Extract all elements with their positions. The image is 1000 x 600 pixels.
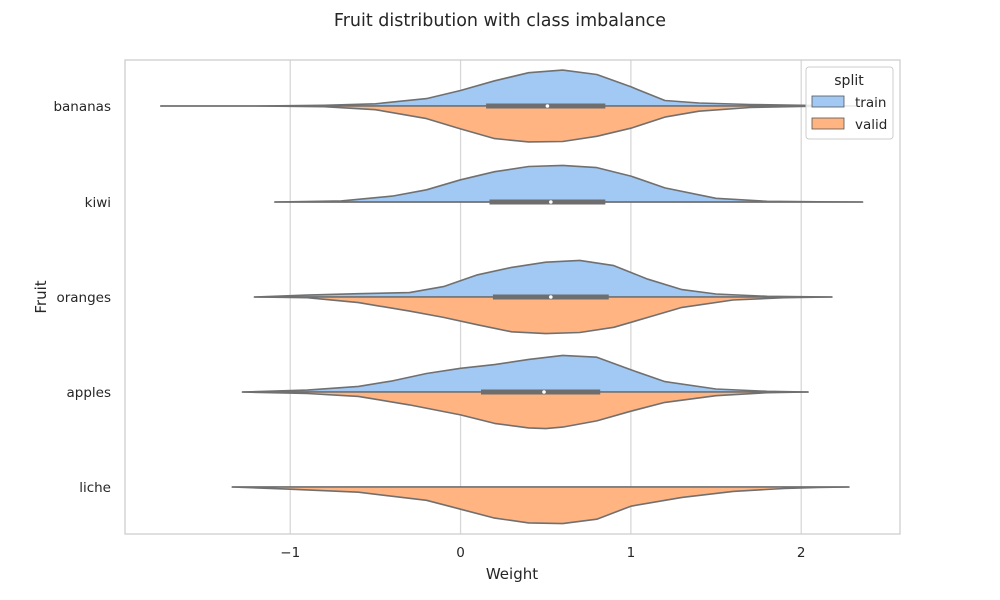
violin-valid-bananas	[160, 105, 837, 143]
y-tick-label-apples: apples	[66, 385, 111, 401]
legend-title: split	[834, 73, 864, 89]
inner-boxes	[480, 103, 609, 395]
legend: split train valid	[805, 66, 894, 140]
violins	[160, 69, 864, 525]
violin-train-bananas	[160, 69, 862, 107]
y-tick-label-oranges: oranges	[56, 290, 111, 306]
violin-valid-apples	[241, 391, 809, 430]
violin-valid-liche	[231, 486, 850, 525]
violin-train-apples	[241, 354, 809, 393]
y-tick-label-liche: liche	[79, 480, 111, 496]
median-dot-oranges	[549, 295, 553, 299]
y-tick-label-bananas: bananas	[53, 99, 111, 115]
x-tick-label: 2	[797, 545, 806, 561]
x-tick-label: 1	[627, 545, 636, 561]
tick-labels: −1 0 1 2 bananas kiwi oranges apples liche	[53, 99, 805, 561]
x-axis-label: Weight	[486, 565, 538, 583]
legend-label-valid: valid	[855, 117, 887, 133]
median-dot-apples	[542, 390, 546, 394]
median-dot-bananas	[545, 104, 550, 108]
plot-frame	[124, 59, 901, 535]
y-tick-label-kiwi: kiwi	[85, 195, 111, 211]
x-tick-label: −1	[280, 545, 300, 561]
legend-swatch-train	[811, 95, 845, 108]
violin-valid-oranges	[253, 296, 833, 335]
legend-swatch-valid	[811, 117, 845, 130]
median-dot-kiwi	[549, 200, 553, 204]
y-axis-label: Fruit	[32, 280, 50, 313]
x-tick-label: 0	[456, 545, 465, 561]
legend-label-train: train	[855, 95, 886, 111]
chart-title: Fruit distribution with class imbalance	[334, 11, 666, 31]
violin-train-oranges	[253, 259, 833, 298]
